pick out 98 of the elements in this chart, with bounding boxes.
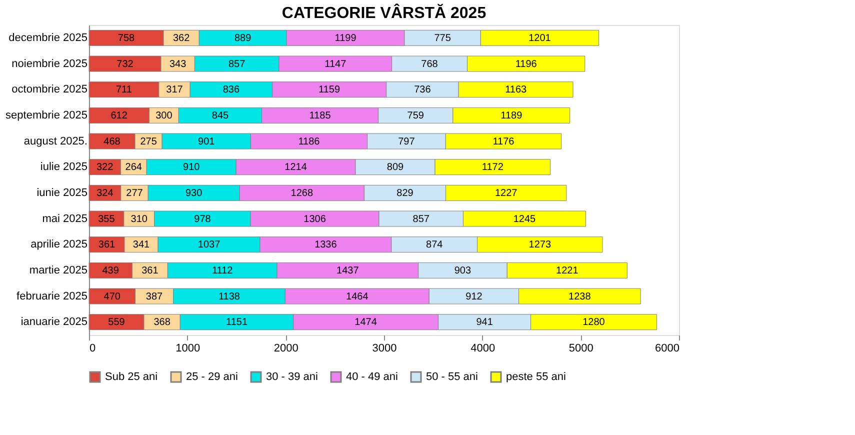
data-label: 1138 — [218, 291, 240, 302]
x-tick-label: 0 — [90, 342, 96, 354]
data-label: 912 — [466, 291, 483, 302]
data-label: 322 — [96, 162, 114, 174]
data-label: 362 — [172, 32, 190, 44]
data-label: 1437 — [336, 265, 360, 276]
data-label: 470 — [104, 291, 121, 302]
legend-label: Sub 25 ani — [105, 371, 158, 383]
data-label: 387 — [146, 291, 164, 302]
data-label: 1196 — [515, 58, 538, 70]
y-tick-label: august 2025. — [24, 135, 88, 148]
x-tick-label: 4000 — [470, 342, 496, 354]
data-label: 775 — [434, 32, 452, 44]
data-label: 978 — [194, 214, 212, 225]
y-tick-label: iunie 2025 — [36, 186, 88, 199]
data-label: 1185 — [309, 110, 332, 122]
data-label: 1214 — [284, 162, 308, 174]
data-label: 324 — [96, 188, 114, 199]
data-label: 1151 — [226, 317, 248, 328]
data-label: 1306 — [304, 214, 326, 225]
data-label: 317 — [166, 84, 184, 96]
y-tick-label: aprilie 2025 — [30, 238, 88, 251]
data-label: 1159 — [318, 84, 340, 96]
data-label: 736 — [414, 84, 432, 96]
data-label: 439 — [102, 265, 120, 276]
data-label: 1280 — [582, 317, 606, 328]
data-label: 1268 — [290, 188, 314, 199]
data-label: 901 — [198, 136, 216, 148]
legend-label: 50 - 55 ani — [426, 371, 478, 383]
data-label: 1199 — [334, 32, 357, 44]
x-tick-label: 1000 — [176, 342, 200, 354]
data-label: 857 — [228, 58, 246, 70]
data-label: 759 — [407, 110, 424, 122]
data-label: 1336 — [314, 240, 338, 251]
data-label: 361 — [98, 240, 116, 251]
y-tick-label: iulie 2025 — [40, 161, 88, 174]
data-label: 355 — [98, 214, 116, 225]
x-tick-label: 5000 — [568, 342, 594, 354]
data-label: 910 — [183, 162, 200, 174]
data-label: 468 — [104, 136, 121, 148]
y-tick-label: decembrie 2025 — [8, 32, 88, 44]
data-label: 874 — [426, 240, 444, 251]
data-label: 845 — [212, 110, 230, 122]
data-label: 857 — [412, 214, 430, 225]
y-tick-label: martie 2025 — [29, 264, 88, 276]
y-tick-label: mai 2025 — [42, 212, 88, 225]
data-label: 1189 — [500, 110, 523, 122]
data-label: 1186 — [298, 136, 320, 148]
data-label: 559 — [108, 317, 126, 328]
data-label: 732 — [116, 58, 134, 70]
data-label: 612 — [110, 110, 128, 122]
y-tick-label: ianuarie 2025 — [20, 316, 88, 328]
data-label: 889 — [234, 32, 252, 44]
x-tick-label: 3000 — [372, 342, 397, 354]
y-tick-label: septembrie 2025 — [6, 109, 88, 122]
chart-title: CATEGORIE VÂRSTĂ 2025 — [282, 3, 486, 22]
legend-label: 30 - 39 ani — [266, 371, 318, 383]
legend-label: 25 - 29 ani — [186, 371, 238, 383]
data-label: 797 — [398, 136, 416, 148]
data-label: 930 — [185, 188, 203, 199]
data-label: 361 — [142, 265, 159, 276]
y-tick-label: noiembrie 2025 — [12, 58, 88, 70]
data-label: 310 — [130, 214, 148, 225]
data-label: 758 — [118, 32, 136, 44]
data-label: 1227 — [494, 188, 518, 199]
data-label: 264 — [125, 162, 142, 174]
data-label: 829 — [396, 188, 414, 199]
y-tick-label: octombrie 2025 — [12, 84, 88, 96]
data-label: 903 — [454, 265, 472, 276]
data-label: 836 — [222, 84, 240, 96]
data-label: 1037 — [198, 240, 221, 251]
data-label: 1201 — [528, 32, 552, 44]
x-tick-label: 6000 — [655, 342, 680, 354]
y-tick-label: februarie 2025 — [16, 290, 88, 302]
data-label: 1273 — [528, 240, 552, 251]
legend-label: 40 - 49 ani — [346, 371, 398, 383]
data-label: 941 — [476, 317, 494, 328]
data-label: 809 — [386, 162, 404, 174]
data-label: 277 — [126, 188, 144, 199]
x-tick-label: 2000 — [274, 342, 298, 354]
legend-label: peste 55 ani — [506, 371, 566, 383]
data-label: 711 — [116, 84, 132, 96]
data-label: 1221 — [556, 265, 579, 276]
data-label: 1163 — [505, 84, 527, 96]
data-label: 1464 — [346, 291, 369, 302]
data-label: 1238 — [568, 291, 592, 302]
data-label: 1176 — [492, 136, 515, 148]
data-label: 1474 — [354, 317, 378, 328]
data-label: 1172 — [482, 162, 504, 174]
data-label: 1245 — [513, 214, 536, 225]
data-label: 768 — [421, 58, 438, 70]
data-label: 343 — [170, 58, 187, 70]
data-label: 1147 — [324, 58, 347, 70]
data-label: 341 — [132, 240, 150, 251]
data-label: 368 — [154, 317, 171, 328]
data-label: 1112 — [212, 265, 234, 276]
data-label: 300 — [156, 110, 173, 122]
data-label: 275 — [140, 136, 158, 148]
